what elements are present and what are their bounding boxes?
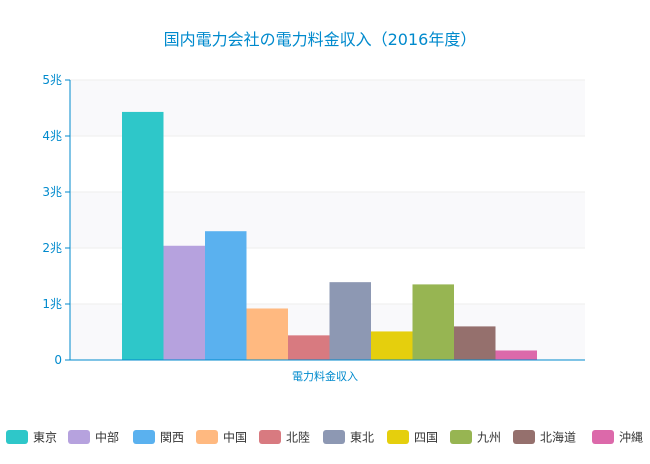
legend-item-北海道[interactable]: 北海道	[513, 430, 576, 445]
legend-label: 沖縄	[619, 430, 643, 445]
legend-swatch	[259, 430, 281, 444]
bar-中部[interactable]	[163, 245, 206, 360]
legend-item-東京[interactable]: 東京	[6, 430, 57, 445]
legend-item-中部[interactable]: 中部	[68, 430, 119, 445]
y-tick-label: 3兆	[42, 185, 62, 199]
legend-label: 中部	[95, 430, 119, 445]
legend-item-東北[interactable]: 東北	[323, 430, 374, 445]
legend-label: 北陸	[286, 431, 310, 445]
bar-関西[interactable]	[205, 231, 247, 360]
legend-label: 関西	[160, 431, 184, 445]
bar-九州[interactable]	[412, 284, 455, 360]
legend-label: 東北	[350, 431, 374, 445]
legend-item-北陸[interactable]: 北陸	[259, 430, 310, 445]
bar-北陸[interactable]	[288, 335, 330, 360]
legend-swatch	[6, 430, 28, 444]
legend-item-中国[interactable]: 中国	[196, 430, 247, 445]
legend-item-沖縄[interactable]: 沖縄	[592, 430, 643, 445]
x-axis-label: 電力料金収入	[292, 369, 358, 383]
bar-中国[interactable]	[246, 308, 289, 360]
legend-item-四国[interactable]: 四国	[387, 430, 438, 445]
legend-swatch	[68, 430, 90, 444]
y-tick-label: 5兆	[42, 73, 62, 87]
legend-swatch	[450, 430, 472, 444]
legend-swatch	[513, 430, 535, 444]
legend-swatch	[592, 430, 614, 444]
legend-item-九州[interactable]: 九州	[450, 430, 501, 445]
bar-東北[interactable]	[329, 282, 372, 360]
legend-label: 中国	[223, 430, 247, 445]
legend-label: 北海道	[540, 430, 576, 445]
legend-swatch	[133, 430, 155, 444]
legend-label: 九州	[477, 431, 501, 445]
bar-四国[interactable]	[371, 331, 413, 360]
legend-item-関西[interactable]: 関西	[133, 430, 184, 445]
legend-label: 東京	[33, 431, 57, 445]
legend-swatch	[196, 430, 218, 444]
bar-東京[interactable]	[122, 111, 164, 360]
legend-label: 四国	[414, 431, 438, 445]
legend-swatch	[323, 430, 345, 444]
y-tick-label: 1兆	[42, 297, 62, 311]
y-tick-label: 0	[54, 353, 62, 367]
y-tick-label: 2兆	[42, 241, 62, 255]
legend-swatch	[387, 430, 409, 444]
chart-title: 国内電力会社の電力料金収入（2016年度）	[164, 30, 477, 49]
bar-北海道[interactable]	[454, 326, 496, 360]
bar-沖縄[interactable]	[495, 350, 538, 360]
y-tick-label: 4兆	[42, 129, 62, 143]
